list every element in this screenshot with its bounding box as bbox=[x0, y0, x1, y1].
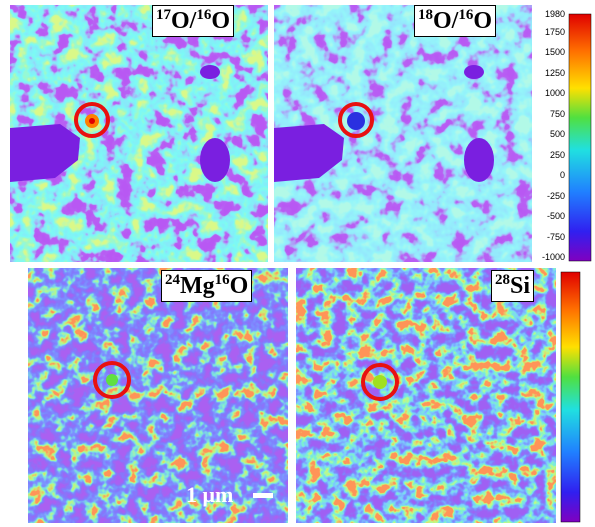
isotope-mass: 18 bbox=[418, 7, 433, 23]
colorbar-tick-label: 1980 bbox=[544, 9, 565, 19]
element: O bbox=[229, 273, 249, 299]
isotope-mass: 17 bbox=[156, 7, 171, 23]
element: O bbox=[211, 8, 231, 34]
colorbar-tick-label: 1250 bbox=[544, 67, 565, 78]
hotspot bbox=[106, 374, 118, 386]
marker-circle bbox=[74, 102, 110, 138]
scale-bar bbox=[253, 493, 273, 498]
element: Mg bbox=[180, 273, 215, 299]
blobs bbox=[274, 65, 494, 182]
colorbar-tick-label: -250 bbox=[546, 190, 565, 201]
colorbar-tick-label: 1000 bbox=[544, 88, 565, 99]
element: O/ bbox=[171, 8, 197, 34]
colorbar-tick-label: 500 bbox=[549, 129, 565, 140]
element: O bbox=[473, 8, 493, 34]
marker-circle bbox=[338, 102, 374, 138]
panel-label: 28Si bbox=[491, 270, 535, 302]
hotspot bbox=[89, 118, 95, 124]
hotspot bbox=[347, 112, 365, 130]
scale-label: 1 μm bbox=[186, 482, 234, 507]
panel-label: 18O/16O bbox=[414, 5, 497, 37]
element: Si bbox=[510, 273, 531, 299]
panel-label: 17O/16O bbox=[152, 5, 235, 37]
hotspot bbox=[373, 375, 387, 389]
isotope-mass: 16 bbox=[214, 272, 230, 288]
colorbar-tick-label: -750 bbox=[546, 231, 565, 242]
colorbar-tick-label: 0 bbox=[559, 170, 565, 181]
image bbox=[28, 268, 288, 523]
element: O/ bbox=[433, 8, 459, 34]
marker-circle bbox=[361, 363, 399, 401]
panel-label: 24Mg16O bbox=[161, 270, 253, 302]
colorbar-tick-label: -500 bbox=[546, 211, 565, 222]
isotope-mass: 16 bbox=[458, 7, 474, 23]
colorbar-tick-label: 1750 bbox=[544, 27, 565, 37]
colorbar-tick-label: 750 bbox=[549, 108, 565, 119]
colorbar bbox=[568, 13, 592, 262]
colorbar bbox=[560, 271, 581, 523]
colorbar-tick-label: -1000 bbox=[541, 252, 565, 262]
image bbox=[296, 268, 556, 523]
isotope-mass: 28 bbox=[495, 272, 510, 288]
colorbar-tick-label: 1500 bbox=[544, 47, 565, 58]
isotope-mass: 16 bbox=[196, 7, 212, 23]
colorbar-tick-label: 250 bbox=[549, 149, 565, 160]
isotope-mass: 24 bbox=[165, 272, 180, 288]
marker-circle bbox=[93, 361, 131, 399]
blobs bbox=[10, 65, 230, 182]
